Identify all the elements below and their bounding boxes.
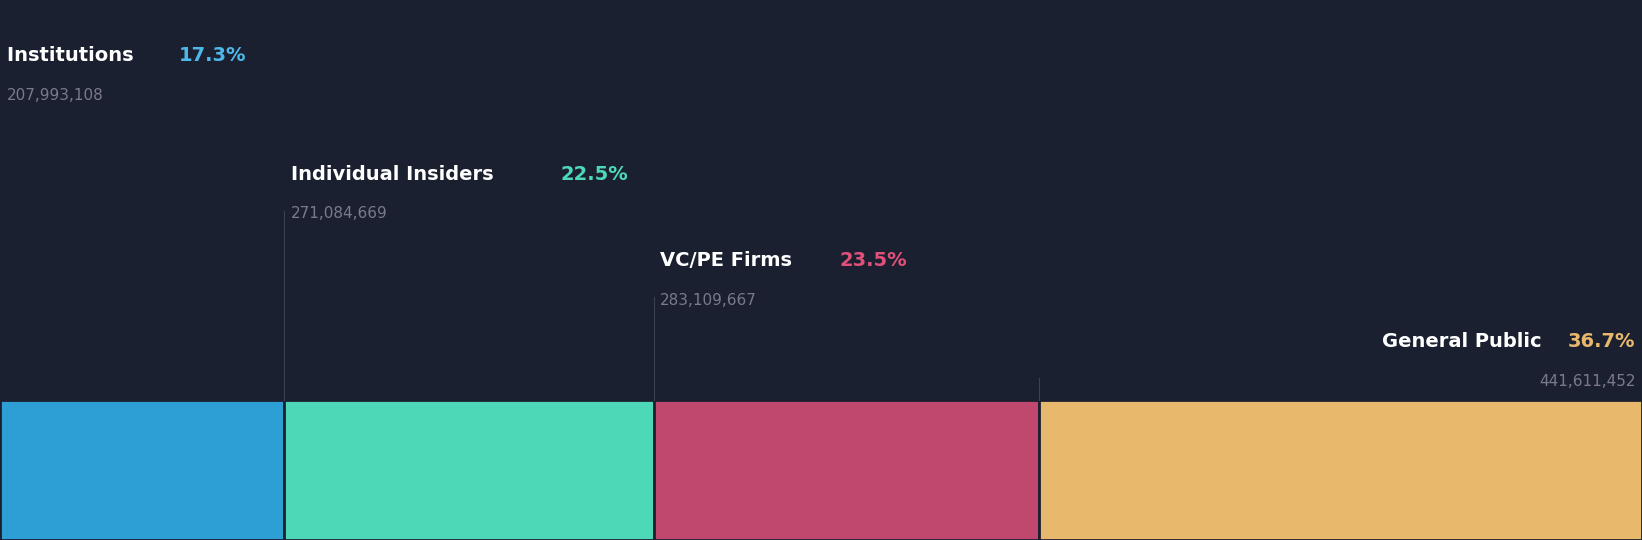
Bar — [0, 400, 284, 540]
Text: 441,611,452: 441,611,452 — [1539, 374, 1635, 389]
Text: 23.5%: 23.5% — [839, 251, 906, 270]
Text: 283,109,667: 283,109,667 — [660, 293, 757, 308]
Text: 17.3%: 17.3% — [179, 46, 246, 65]
Text: Individual Insiders: Individual Insiders — [291, 165, 501, 184]
Text: General Public: General Public — [1383, 332, 1548, 351]
Text: 36.7%: 36.7% — [1568, 332, 1635, 351]
Bar — [1039, 400, 1642, 540]
Text: 22.5%: 22.5% — [562, 165, 629, 184]
Bar — [654, 400, 1039, 540]
Text: 271,084,669: 271,084,669 — [291, 206, 388, 221]
Text: 207,993,108: 207,993,108 — [7, 87, 103, 103]
Text: Institutions: Institutions — [7, 46, 140, 65]
Bar — [284, 400, 654, 540]
Text: VC/PE Firms: VC/PE Firms — [660, 251, 800, 270]
